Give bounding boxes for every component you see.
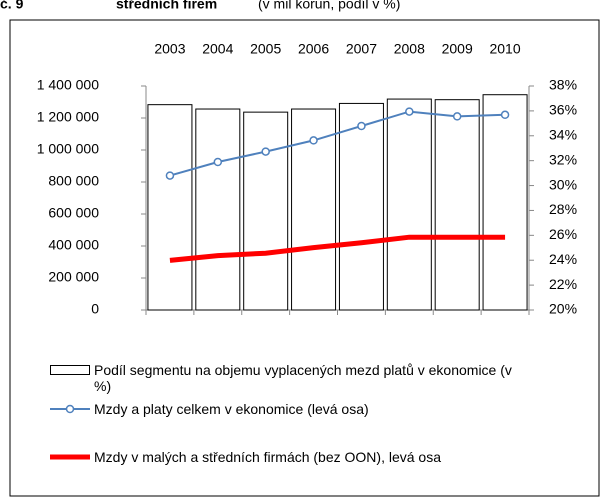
y2-tick-label: 36% bbox=[549, 102, 577, 118]
x-tick-label: 2007 bbox=[346, 41, 377, 57]
marker bbox=[405, 107, 414, 116]
bar bbox=[147, 104, 193, 311]
chart-title: středních firem bbox=[116, 0, 217, 12]
y2-tick-label: 20% bbox=[549, 301, 577, 317]
legend-icon bbox=[50, 454, 90, 460]
legend-bar: Podíl segmentu na objemu vyplacených mez… bbox=[32, 362, 514, 394]
legend-icon bbox=[50, 404, 90, 414]
bar bbox=[482, 94, 528, 311]
marker bbox=[500, 110, 510, 120]
legend-swatch bbox=[32, 401, 92, 417]
x-tick-label: 2006 bbox=[298, 41, 329, 57]
y-tick-label: 600 000 bbox=[48, 205, 99, 221]
y2-tick-label: 30% bbox=[549, 176, 577, 192]
legend-label: Podíl segmentu na objemu vyplacených mez… bbox=[94, 362, 512, 394]
legend-red: Mzdy v malých a středních firmách (bez O… bbox=[32, 449, 594, 465]
bar bbox=[386, 98, 432, 311]
y-tick-label: 1 200 000 bbox=[37, 109, 99, 125]
y-tick-label: 1 400 000 bbox=[37, 77, 99, 93]
legend-blue: Mzdy a platy celkem v ekonomice (levá os… bbox=[32, 401, 514, 417]
y2-tick-label: 26% bbox=[549, 226, 577, 242]
line bbox=[169, 110, 506, 177]
y2-tick-label: 22% bbox=[549, 276, 577, 292]
x-tick-label: 2003 bbox=[154, 41, 185, 57]
y-tick-label: 200 000 bbox=[48, 269, 99, 285]
y-tick-label: 800 000 bbox=[48, 173, 99, 189]
y2-tick-label: 34% bbox=[549, 126, 577, 142]
x-tick-label: 2009 bbox=[442, 41, 473, 57]
bar bbox=[243, 111, 289, 311]
marker bbox=[213, 157, 223, 167]
marker bbox=[357, 121, 366, 131]
x-tick-label: 2010 bbox=[489, 41, 520, 57]
x-tick-label: 2005 bbox=[250, 41, 281, 57]
bar bbox=[195, 108, 241, 311]
marker bbox=[309, 136, 318, 145]
bar bbox=[338, 102, 384, 311]
marker bbox=[165, 171, 175, 180]
legend-swatch bbox=[32, 362, 92, 378]
chart-subtitle: (v mil korun, podíl v %) bbox=[258, 0, 400, 12]
line bbox=[169, 234, 506, 263]
y-tick-label: 400 000 bbox=[48, 237, 99, 253]
legend-swatch bbox=[32, 449, 92, 465]
chart-title-prefix: č. 9 bbox=[0, 0, 24, 12]
y2-tick-label: 28% bbox=[549, 201, 577, 217]
x-tick-label: 2008 bbox=[394, 41, 425, 57]
y-tick-label: 0 bbox=[91, 301, 99, 317]
x-tick-label: 2004 bbox=[202, 41, 233, 57]
y2-tick-label: 38% bbox=[549, 77, 577, 93]
marker bbox=[452, 112, 462, 121]
y2-tick-label: 24% bbox=[549, 251, 577, 267]
legend-label: Mzdy v malých a středních firmách (bez O… bbox=[94, 449, 441, 465]
bar bbox=[434, 99, 480, 311]
marker bbox=[261, 147, 270, 156]
legend-label: Mzdy a platy celkem v ekonomice (levá os… bbox=[94, 401, 369, 417]
y2-tick-label: 32% bbox=[549, 151, 577, 167]
chart-frame bbox=[9, 19, 600, 497]
y-tick-label: 1 000 000 bbox=[37, 141, 99, 157]
